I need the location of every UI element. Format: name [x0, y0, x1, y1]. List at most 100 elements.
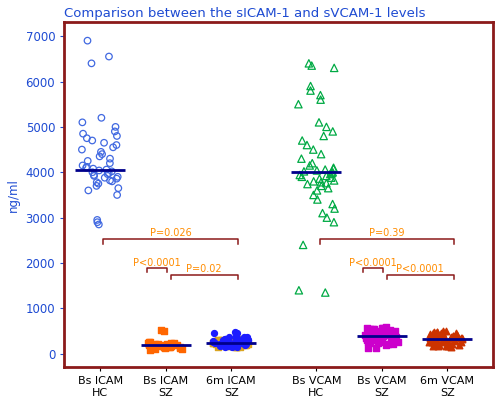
- Point: [88, 60, 96, 66]
- Point: [242, 335, 250, 342]
- Point: [364, 332, 372, 339]
- Point: [326, 171, 334, 177]
- Point: [158, 341, 166, 348]
- Point: [444, 341, 452, 347]
- Point: [114, 174, 122, 180]
- Point: [447, 334, 455, 341]
- Point: [106, 160, 114, 166]
- Point: [429, 343, 437, 350]
- Point: [109, 144, 117, 151]
- Point: [210, 330, 218, 336]
- Point: [431, 331, 439, 338]
- Point: [363, 324, 371, 331]
- Point: [167, 343, 175, 349]
- Point: [100, 140, 108, 146]
- Point: [436, 330, 444, 337]
- Point: [440, 334, 448, 340]
- Point: [100, 175, 108, 181]
- Point: [92, 183, 100, 189]
- Point: [323, 214, 331, 221]
- Point: [220, 336, 228, 343]
- Point: [232, 344, 240, 351]
- Point: [221, 344, 229, 350]
- Point: [310, 178, 318, 185]
- Point: [328, 170, 336, 177]
- Point: [439, 336, 447, 342]
- Point: [104, 170, 112, 177]
- Point: [96, 153, 104, 160]
- Point: [170, 339, 178, 346]
- Point: [233, 330, 241, 337]
- Point: [366, 340, 374, 347]
- Point: [372, 345, 380, 352]
- Point: [244, 334, 252, 340]
- Point: [374, 340, 382, 346]
- Point: [316, 92, 324, 98]
- Point: [328, 201, 336, 207]
- Point: [434, 343, 442, 349]
- Text: P=0.026: P=0.026: [150, 228, 192, 238]
- Point: [364, 338, 372, 345]
- Point: [365, 327, 373, 333]
- Point: [383, 332, 391, 338]
- Point: [329, 128, 337, 135]
- Point: [388, 331, 396, 337]
- Point: [372, 329, 380, 335]
- Point: [88, 137, 96, 144]
- Point: [244, 337, 252, 343]
- Point: [232, 336, 239, 342]
- Point: [212, 340, 220, 346]
- Point: [439, 330, 447, 337]
- Point: [450, 334, 458, 341]
- Point: [372, 334, 380, 341]
- Point: [298, 156, 306, 162]
- Point: [108, 178, 116, 185]
- Point: [458, 335, 466, 342]
- Point: [166, 344, 173, 350]
- Point: [82, 164, 90, 171]
- Point: [376, 335, 384, 341]
- Point: [366, 326, 374, 333]
- Point: [370, 333, 378, 339]
- Point: [95, 167, 103, 174]
- Point: [240, 333, 248, 340]
- Point: [146, 341, 154, 347]
- Point: [377, 339, 385, 345]
- Point: [322, 173, 330, 179]
- Point: [317, 151, 325, 158]
- Point: [144, 339, 152, 345]
- Point: [386, 336, 394, 342]
- Point: [79, 130, 87, 137]
- Point: [458, 336, 466, 343]
- Point: [438, 333, 446, 339]
- Point: [442, 337, 450, 343]
- Point: [83, 135, 91, 141]
- Point: [448, 341, 456, 347]
- Point: [300, 168, 308, 175]
- Point: [434, 333, 442, 340]
- Point: [384, 328, 392, 334]
- Point: [242, 342, 250, 348]
- Text: P=0.39: P=0.39: [369, 228, 404, 238]
- Point: [231, 338, 239, 345]
- Point: [178, 346, 186, 352]
- Point: [308, 62, 316, 69]
- Point: [299, 242, 307, 248]
- Point: [433, 328, 441, 335]
- Point: [447, 343, 455, 350]
- Point: [298, 137, 306, 144]
- Point: [146, 347, 154, 354]
- Point: [242, 341, 250, 348]
- Point: [310, 146, 318, 153]
- Point: [154, 342, 162, 349]
- Point: [162, 343, 170, 350]
- Point: [236, 343, 244, 350]
- Point: [78, 119, 86, 126]
- Point: [113, 192, 121, 198]
- Point: [444, 342, 452, 349]
- Point: [151, 345, 159, 352]
- Point: [321, 166, 329, 173]
- Point: [388, 330, 396, 337]
- Point: [322, 180, 330, 186]
- Point: [316, 96, 324, 103]
